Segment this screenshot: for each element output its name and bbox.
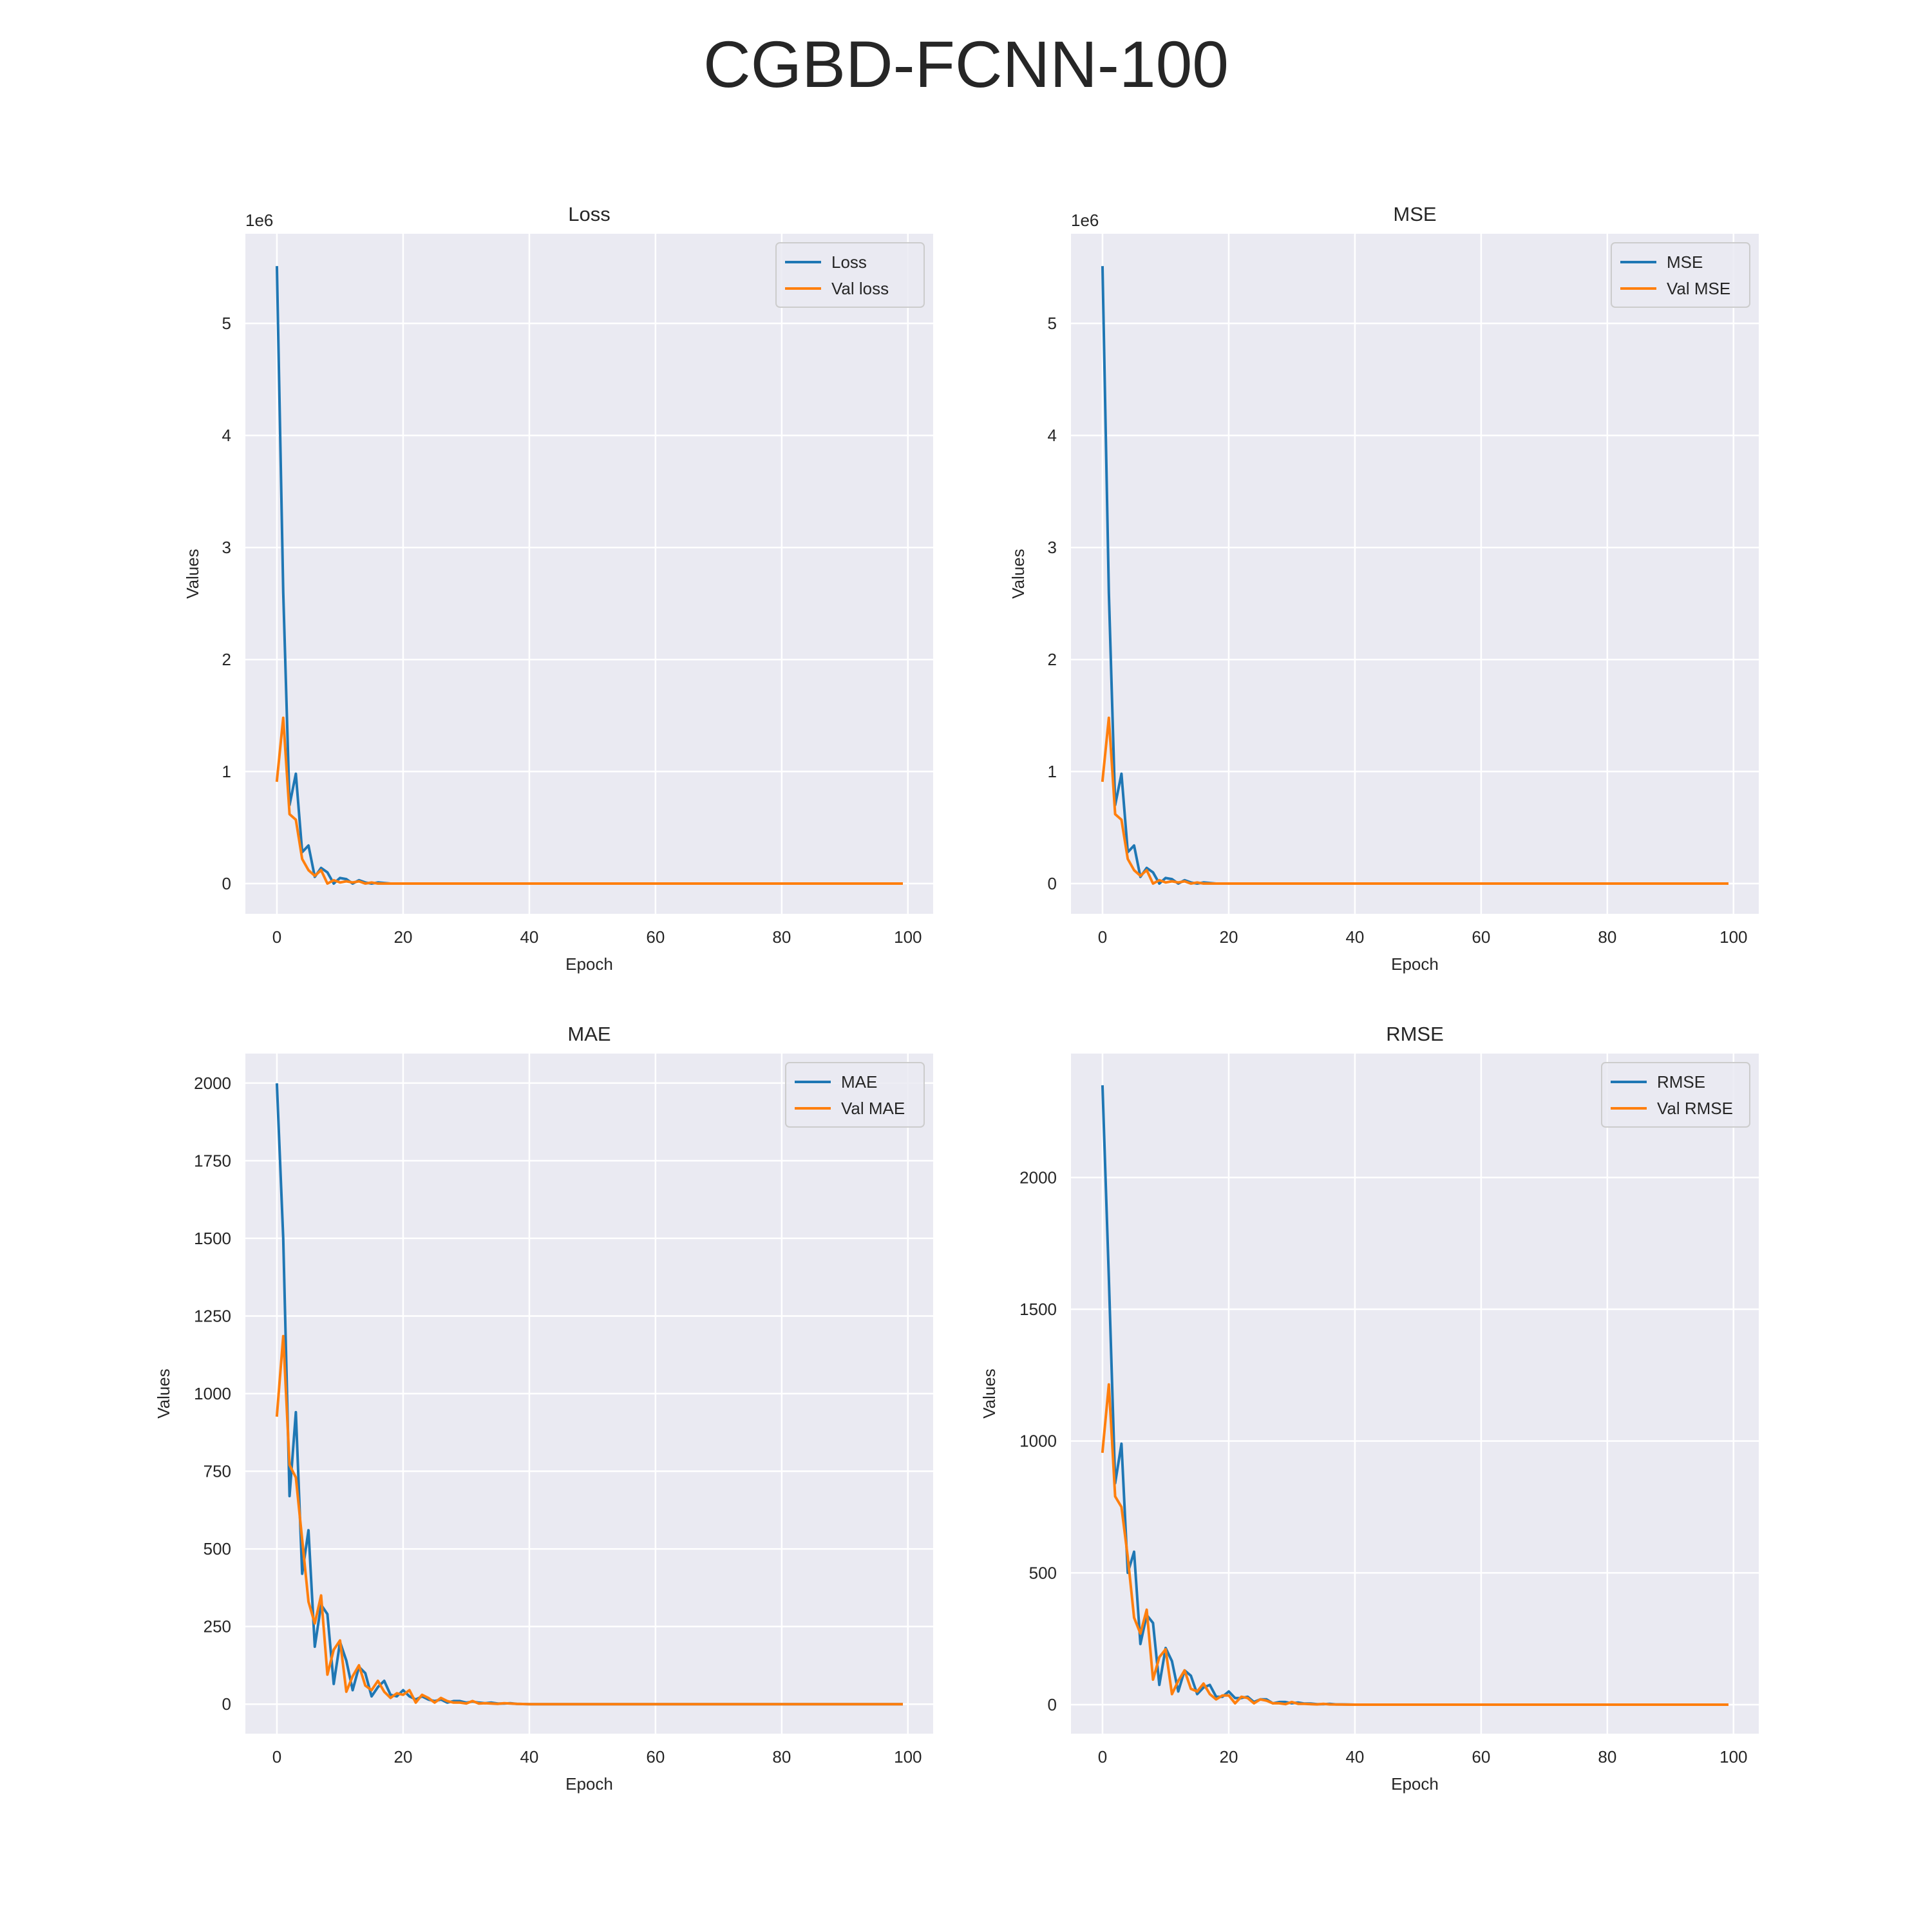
legend-label: Val MAE: [841, 1099, 905, 1118]
chart-title: MAE: [567, 1023, 611, 1045]
y-tick-label: 250: [204, 1617, 231, 1636]
y-tick-label: 1750: [194, 1151, 231, 1170]
legend-label: Val MSE: [1667, 279, 1730, 298]
x-tick-label: 40: [520, 927, 538, 947]
x-axis-label: Epoch: [565, 954, 613, 974]
legend: RMSE Val RMSE: [1601, 1062, 1750, 1128]
chart-title: RMSE: [1386, 1023, 1444, 1045]
x-axis-label: Epoch: [1391, 1774, 1439, 1794]
y-tick-label: 2: [222, 650, 231, 669]
x-tick-label: 80: [1598, 927, 1616, 947]
y-tick-label: 500: [204, 1539, 231, 1558]
y-tick-label: 1000: [194, 1384, 231, 1403]
x-tick-label: 20: [393, 1747, 412, 1766]
x-tick-label: 100: [1719, 927, 1747, 947]
y-tick-label: 3: [222, 538, 231, 557]
series-line-val-mae: [275, 1334, 903, 1706]
x-tick-label: 100: [1719, 1747, 1747, 1766]
y-tick-label: 4: [222, 426, 231, 445]
y-axis-label: Values: [1009, 549, 1028, 599]
x-axis-label: Epoch: [565, 1774, 613, 1794]
x-tick-label: 100: [894, 1747, 922, 1766]
y-tick-label: 5: [1048, 314, 1057, 333]
x-tick-label: 80: [772, 927, 791, 947]
chart-title: MSE: [1393, 203, 1436, 225]
y-axis-label: Values: [183, 549, 202, 599]
y-axis-label: Values: [154, 1368, 173, 1419]
legend-frame: [785, 1062, 925, 1128]
y-tick-label: 2000: [1019, 1168, 1057, 1187]
y-tick-label: 0: [1048, 1695, 1057, 1714]
series-line-val-mse: [1101, 716, 1728, 885]
chart-panel-mae: 0 20 40 60 80 1000250500750100012501500175020…: [154, 1023, 933, 1794]
y-tick-label: 1000: [1019, 1432, 1057, 1451]
y-axis-offset-text: 1e6: [245, 211, 273, 230]
y-tick-label: 1: [1048, 762, 1057, 781]
x-tick-label: 40: [1345, 927, 1364, 947]
x-tick-label: 60: [646, 927, 665, 947]
x-tick-label: 20: [1219, 1747, 1238, 1766]
plot-area: [245, 234, 933, 914]
chart-panel-loss: 0 20 40 60 80 100 0 1 2 3 4 5 Loss Epoch Values 1e6 Loss…: [183, 203, 933, 974]
x-tick-label: 0: [272, 1747, 281, 1766]
series-line-val-rmse: [1101, 1383, 1728, 1706]
chart-panel-mse: 0 20 40 60 80 100 0 1 2 3 4 5 MSE Epoch Values 1e6 MSE Va…: [1009, 203, 1759, 974]
y-tick-label: 5: [222, 314, 231, 333]
y-tick-label: 0: [222, 874, 231, 893]
y-tick-label: 0: [1048, 874, 1057, 893]
x-tick-label: 40: [520, 1747, 538, 1766]
y-tick-label: 1500: [194, 1229, 231, 1248]
y-tick-label: 750: [204, 1462, 231, 1481]
legend: MSE Val MSE: [1611, 242, 1750, 308]
legend: Loss Val loss: [775, 242, 925, 308]
legend-label: MSE: [1667, 252, 1703, 272]
legend-label: Val RMSE: [1657, 1099, 1733, 1118]
chart-panel-rmse: 0 20 40 60 80 1000500100015002000RMSEEpochVal…: [980, 1023, 1759, 1794]
plot-area: [1071, 1054, 1759, 1734]
y-tick-label: 3: [1048, 538, 1057, 557]
legend-frame: [1601, 1062, 1750, 1128]
legend-frame: [1611, 242, 1750, 308]
x-tick-label: 80: [772, 1747, 791, 1766]
y-tick-label: 1: [222, 762, 231, 781]
y-tick-label: 2: [1048, 650, 1057, 669]
x-tick-label: 40: [1345, 1747, 1364, 1766]
x-tick-label: 20: [1219, 927, 1238, 947]
x-axis-label: Epoch: [1391, 954, 1439, 974]
x-tick-label: 60: [1472, 927, 1490, 947]
figure-title: CGBD-FCNN-100: [703, 28, 1229, 101]
y-tick-label: 1250: [194, 1306, 231, 1325]
x-tick-label: 20: [393, 927, 412, 947]
x-tick-label: 80: [1598, 1747, 1616, 1766]
y-tick-label: 500: [1029, 1563, 1057, 1582]
x-tick-label: 0: [1098, 927, 1107, 947]
y-axis-label: Values: [980, 1368, 999, 1419]
legend-label: Val loss: [831, 279, 889, 298]
plot-area: [1071, 234, 1759, 914]
chart-title: Loss: [568, 203, 610, 225]
legend-frame: [775, 242, 925, 308]
x-tick-label: 60: [1472, 1747, 1490, 1766]
x-tick-label: 0: [272, 927, 281, 947]
y-axis-offset-text: 1e6: [1071, 211, 1099, 230]
legend-label: RMSE: [1657, 1072, 1705, 1092]
y-tick-label: 2000: [194, 1074, 231, 1093]
y-tick-label: 4: [1048, 426, 1057, 445]
series-line-val-loss: [275, 716, 903, 885]
x-tick-label: 0: [1098, 1747, 1107, 1766]
legend-label: MAE: [841, 1072, 877, 1092]
x-tick-label: 60: [646, 1747, 665, 1766]
legend: MAE Val MAE: [785, 1062, 925, 1128]
y-tick-label: 0: [222, 1694, 231, 1714]
y-tick-label: 1500: [1019, 1300, 1057, 1319]
x-tick-label: 100: [894, 927, 922, 947]
legend-label: Loss: [831, 252, 867, 272]
